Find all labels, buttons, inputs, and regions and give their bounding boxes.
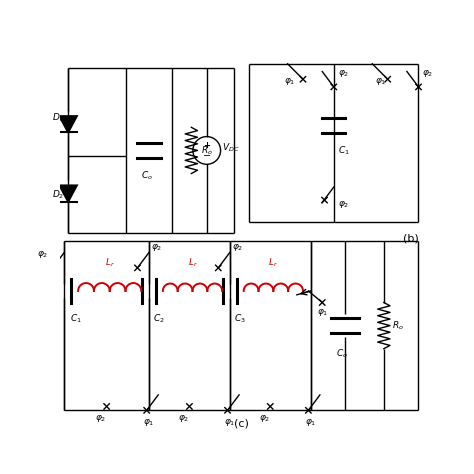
Text: $\varphi_{1}$: $\varphi_{1}$ <box>224 417 235 428</box>
Text: $R_o$: $R_o$ <box>392 319 403 332</box>
Text: $L_r$: $L_r$ <box>188 257 198 269</box>
Text: $\varphi_{2}$: $\varphi_{2}$ <box>37 249 49 260</box>
Text: $L_r$: $L_r$ <box>105 257 115 269</box>
Polygon shape <box>60 116 77 132</box>
Text: $\varphi_{2}$: $\varphi_{2}$ <box>259 413 270 424</box>
Text: $\varphi_{2}$: $\varphi_{2}$ <box>151 242 163 253</box>
Text: $\varphi_{2}$: $\varphi_{2}$ <box>337 199 349 210</box>
Text: $\varphi_{1}$: $\varphi_{1}$ <box>143 417 154 428</box>
Text: $\varphi_{1}$: $\varphi_{1}$ <box>304 417 316 428</box>
Text: $V_{DC}$: $V_{DC}$ <box>222 142 239 155</box>
Text: $D_1$: $D_1$ <box>52 111 64 124</box>
Text: (b): (b) <box>403 233 419 243</box>
Text: $L_r$: $L_r$ <box>268 257 278 269</box>
Text: $\varphi_{2}$: $\varphi_{2}$ <box>178 413 189 424</box>
Text: $\varphi_{2}$: $\varphi_{2}$ <box>95 413 107 424</box>
Text: $D_2$: $D_2$ <box>52 189 64 201</box>
Polygon shape <box>60 185 77 201</box>
Text: $\varphi_{1}$: $\varphi_{1}$ <box>317 307 328 318</box>
Text: $\varphi_{2}$: $\varphi_{2}$ <box>232 242 244 253</box>
Text: $C_3$: $C_3$ <box>234 312 246 325</box>
Text: $\varphi_{2}$: $\varphi_{2}$ <box>422 68 434 79</box>
Text: $C_o$: $C_o$ <box>336 347 347 360</box>
Text: −: − <box>203 151 211 161</box>
Text: $R_o$: $R_o$ <box>201 144 212 157</box>
Text: $\varphi_{2}$: $\varphi_{2}$ <box>337 68 349 79</box>
Text: +: + <box>203 141 210 149</box>
Text: $C_o$: $C_o$ <box>141 170 153 182</box>
Text: $\varphi_{1}$: $\varphi_{1}$ <box>284 76 295 87</box>
Text: (c): (c) <box>234 418 249 428</box>
Text: $C_1$: $C_1$ <box>337 145 349 157</box>
Text: $C_1$: $C_1$ <box>71 312 82 325</box>
Text: $\varphi_{1}$: $\varphi_{1}$ <box>374 76 386 87</box>
Text: $C_2$: $C_2$ <box>153 312 164 325</box>
